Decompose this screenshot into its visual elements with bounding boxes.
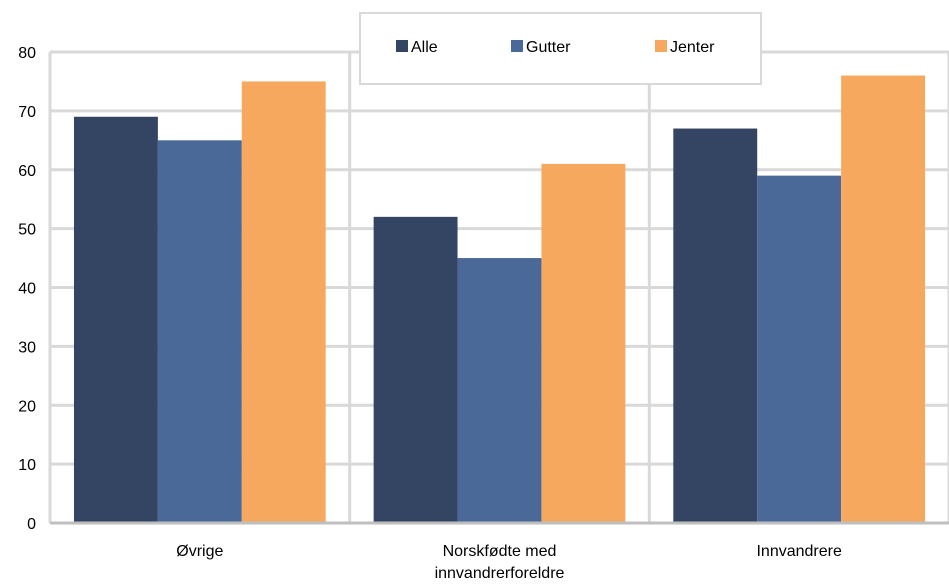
y-tick-label: 80 bbox=[18, 45, 36, 62]
y-tick-label: 30 bbox=[18, 339, 36, 356]
legend-swatch-gutter bbox=[511, 40, 523, 52]
y-tick-label: 70 bbox=[18, 104, 36, 121]
x-tick-label: Innvandrere bbox=[756, 543, 841, 560]
bar-jenter bbox=[841, 75, 926, 524]
legend-swatch-jenter bbox=[655, 40, 667, 52]
legend-label-gutter: Gutter bbox=[526, 39, 571, 56]
y-tick-label: 40 bbox=[18, 281, 36, 298]
y-tick-label: 10 bbox=[18, 457, 36, 474]
x-tick-label: Norskfødte med bbox=[443, 543, 557, 560]
legend-box bbox=[359, 12, 762, 85]
bar-gutter bbox=[457, 258, 542, 523]
bar-gutter bbox=[157, 140, 242, 523]
y-tick-label: 20 bbox=[18, 398, 36, 415]
x-tick-label: Øvrige bbox=[176, 543, 223, 560]
bar-alle bbox=[73, 116, 158, 523]
bar-jenter bbox=[241, 81, 326, 523]
bar-alle bbox=[373, 216, 458, 523]
bar-jenter bbox=[541, 163, 626, 524]
legend-label-alle: Alle bbox=[411, 39, 438, 56]
axes: 0 10 20 30 40 50 60 70 80 Øvrige Norskfødte med inn… bbox=[18, 45, 949, 582]
y-tick-label: 60 bbox=[18, 163, 36, 180]
legend-swatch-alle bbox=[396, 40, 408, 52]
legend-label-jenter: Jenter bbox=[670, 39, 715, 56]
y-tick-label: 50 bbox=[18, 222, 36, 239]
y-tick-label: 0 bbox=[27, 516, 36, 533]
x-tick-label: innvandrerforeldre bbox=[435, 565, 565, 582]
bar-gutter bbox=[757, 175, 842, 523]
bars bbox=[73, 75, 926, 524]
legend: Alle Gutter Jenter bbox=[359, 12, 762, 85]
bar-alle bbox=[673, 128, 758, 523]
